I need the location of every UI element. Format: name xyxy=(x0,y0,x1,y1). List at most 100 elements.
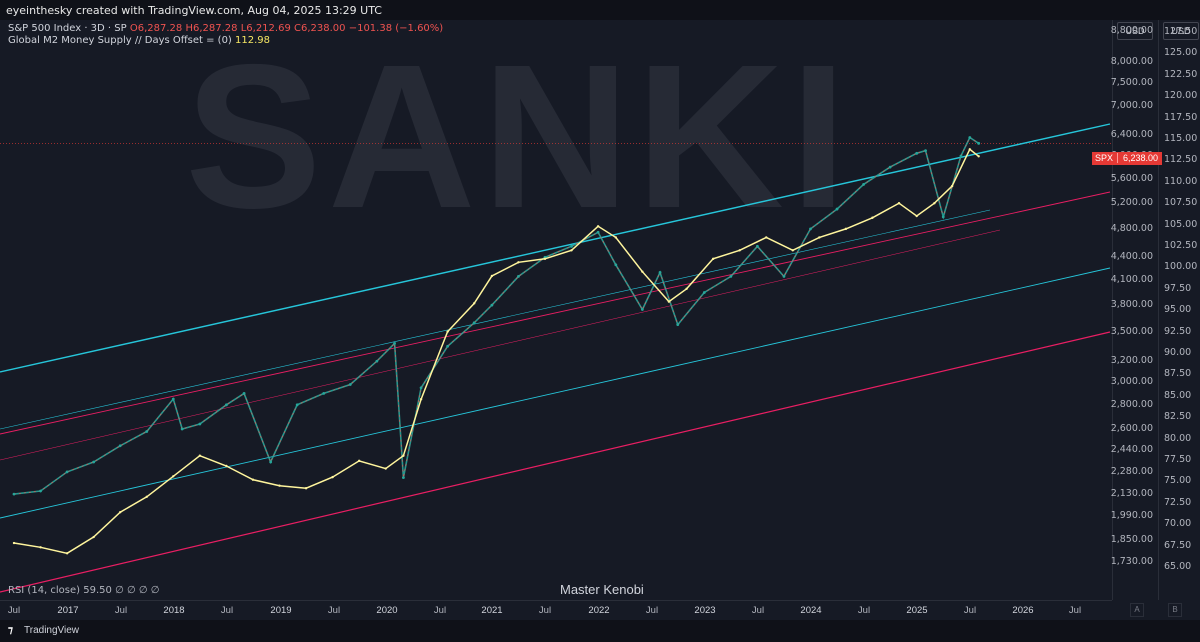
plot-area[interactable]: SANKI xyxy=(0,20,1112,600)
rsi-label: RSI (14, close) xyxy=(8,585,81,596)
channel-mid-cyan xyxy=(0,209,991,430)
spx-series-line-down xyxy=(13,136,979,495)
price-tick-left: 7,000.00 xyxy=(1110,99,1153,111)
channel-lower-cyan xyxy=(0,267,1111,519)
m2-tick-right: 100.00 xyxy=(1164,261,1198,273)
author-label: Master Kenobi xyxy=(560,582,644,597)
m2-point xyxy=(446,330,449,333)
m2-point xyxy=(331,475,334,479)
spx-point xyxy=(517,274,520,278)
spx-point xyxy=(145,430,149,433)
spx-series-line xyxy=(13,136,980,495)
spx-point xyxy=(393,341,396,345)
time-axis[interactable]: Jul 2017 Jul 2018 Jul 2019 Jul 2020 Jul 2021 Jul 20… xyxy=(0,600,1112,621)
currency-button-right[interactable]: USD xyxy=(1163,22,1199,40)
price-tick-left: 1,850.00 xyxy=(1110,534,1153,546)
spx-point xyxy=(658,271,662,274)
spx-point xyxy=(446,344,450,348)
channel-lower-red xyxy=(0,331,1111,593)
tradingview-logo[interactable]: ⁊ TradingView xyxy=(8,625,79,636)
m2-tick-right: 127.50 xyxy=(1164,26,1198,37)
m2-point xyxy=(641,270,644,273)
spx-high: H6,287.28 xyxy=(185,23,238,34)
m2-point xyxy=(172,475,175,478)
rsi-value: 59.50 xyxy=(83,585,112,596)
spx-point xyxy=(835,207,839,211)
spx-legend[interactable]: S&P 500 Index · 3D · SP O6,287.28 H6,287… xyxy=(8,23,443,34)
spx-point xyxy=(225,403,228,407)
time-tick: 2019 xyxy=(270,605,292,616)
spx-change: −101.38 (−1.60%) xyxy=(348,23,444,34)
m2-tick-right: 102.50 xyxy=(1164,240,1198,251)
spx-point xyxy=(198,422,202,426)
time-tick: 2026 xyxy=(1012,605,1034,616)
spx-point xyxy=(941,215,945,219)
price-tick-left: 2,800.00 xyxy=(1110,398,1153,410)
m2-tick-right: 122.50 xyxy=(1164,68,1198,80)
footer-bar: ⁊ TradingView xyxy=(0,620,1200,642)
spx-point xyxy=(959,154,963,158)
m2-point xyxy=(119,511,122,514)
m2-tick-right: 112.50 xyxy=(1164,154,1198,166)
price-tick-left: 3,000.00 xyxy=(1110,376,1153,388)
price-tick-left: 8,000.00 xyxy=(1110,56,1153,68)
tradingview-logo-text: TradingView xyxy=(24,625,80,636)
price-tick-left: 4,400.00 xyxy=(1110,251,1153,263)
m2-point xyxy=(667,300,671,303)
m2-point xyxy=(92,535,95,539)
time-tick: Jul xyxy=(1068,605,1082,616)
time-tick: Jul xyxy=(963,605,977,616)
price-tick-left: 2,130.00 xyxy=(1110,488,1153,500)
m2-tick-right: 97.50 xyxy=(1164,282,1192,294)
m2-point xyxy=(384,467,387,470)
spx-point xyxy=(729,274,733,278)
m2-point xyxy=(871,216,874,219)
spx-point xyxy=(242,391,246,395)
m2-tick-right: 120.00 xyxy=(1164,90,1198,102)
spx-point xyxy=(295,403,299,407)
m2-label: Global M2 Money Supply // Days Offset = … xyxy=(8,35,232,46)
spx-point xyxy=(977,141,981,145)
m2-tick-right: 90.00 xyxy=(1164,347,1192,358)
price-tick-left: 3,500.00 xyxy=(1110,325,1153,337)
m2-tick-right: 105.00 xyxy=(1164,218,1198,230)
price-axis-left[interactable]: USD 8,800.00 8,000.00 7,500.00 7,000.00 6,40… xyxy=(1110,20,1159,600)
price-chart-svg[interactable] xyxy=(0,20,1112,600)
time-tick: 2023 xyxy=(694,605,716,616)
m2-tick-right: 117.50 xyxy=(1164,111,1198,123)
spx-point xyxy=(322,391,326,395)
time-tick: Jul xyxy=(857,605,871,616)
time-tick: 2018 xyxy=(163,605,185,616)
currency-button-left[interactable]: USD xyxy=(1117,22,1153,40)
spx-point xyxy=(702,291,706,294)
rsi-extra: ∅ ∅ ∅ ∅ xyxy=(115,585,160,596)
price-tick-left: 6,400.00 xyxy=(1110,128,1153,140)
spx-point xyxy=(809,227,812,231)
spx-point xyxy=(269,460,273,464)
m2-legend[interactable]: Global M2 Money Supply // Days Offset = … xyxy=(8,35,270,46)
m2-tick-right: 85.00 xyxy=(1164,389,1192,401)
m2-tick-right: 65.00 xyxy=(1164,561,1192,572)
m2-series-line xyxy=(13,148,980,555)
log-scale-button[interactable]: B xyxy=(1168,603,1182,617)
price-tick-left: 5,200.00 xyxy=(1110,196,1153,208)
credit-text: eyeinthesky created with TradingView.com… xyxy=(6,4,382,17)
m2-point xyxy=(711,257,715,261)
price-tick-left: 1,730.00 xyxy=(1110,556,1153,567)
spx-low: L6,212.69 xyxy=(240,23,291,34)
m2-point xyxy=(765,236,768,239)
price-tick-left: 8,800.00 xyxy=(1110,25,1153,36)
m2-tick-right: 80.00 xyxy=(1164,432,1192,444)
spx-point xyxy=(65,470,69,474)
price-tick-left: 2,440.00 xyxy=(1110,443,1153,455)
time-tick: 2025 xyxy=(906,605,928,616)
m2-point xyxy=(596,225,600,228)
price-axis-right[interactable]: USD 127.50 125.00 122.50 120.00 117.50 115.00… xyxy=(1158,20,1200,600)
m2-point xyxy=(304,487,308,490)
time-tick: 2022 xyxy=(588,605,610,616)
m2-point xyxy=(278,484,281,487)
rsi-legend[interactable]: RSI (14, close) 59.50 ∅ ∅ ∅ ∅ xyxy=(8,585,159,596)
time-tick: Jul xyxy=(220,605,234,616)
auto-scale-button[interactable]: A xyxy=(1130,603,1144,617)
time-tick: Jul xyxy=(751,605,765,616)
